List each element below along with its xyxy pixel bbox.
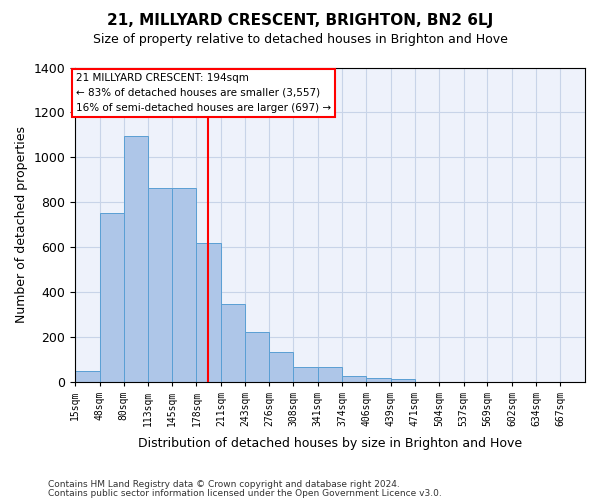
Y-axis label: Number of detached properties: Number of detached properties: [15, 126, 28, 323]
Bar: [148, 188, 172, 382]
Bar: [293, 368, 318, 382]
Bar: [100, 214, 124, 382]
Bar: [343, 376, 366, 382]
Bar: [172, 188, 196, 382]
Bar: [269, 352, 293, 382]
Text: Contains public sector information licensed under the Open Government Licence v3: Contains public sector information licen…: [48, 490, 442, 498]
Text: Contains HM Land Registry data © Crown copyright and database right 2024.: Contains HM Land Registry data © Crown c…: [48, 480, 400, 489]
Bar: [318, 366, 343, 382]
Bar: [75, 371, 100, 382]
Text: 21 MILLYARD CRESCENT: 194sqm
← 83% of detached houses are smaller (3,557)
16% of: 21 MILLYARD CRESCENT: 194sqm ← 83% of de…: [76, 73, 331, 112]
Bar: [366, 378, 391, 382]
Text: Size of property relative to detached houses in Brighton and Hove: Size of property relative to detached ho…: [92, 32, 508, 46]
Bar: [124, 136, 148, 382]
Text: 21, MILLYARD CRESCENT, BRIGHTON, BN2 6LJ: 21, MILLYARD CRESCENT, BRIGHTON, BN2 6LJ: [107, 12, 493, 28]
X-axis label: Distribution of detached houses by size in Brighton and Hove: Distribution of detached houses by size …: [138, 437, 522, 450]
Bar: [221, 304, 245, 382]
Bar: [245, 332, 269, 382]
Bar: [391, 380, 415, 382]
Bar: [196, 243, 221, 382]
